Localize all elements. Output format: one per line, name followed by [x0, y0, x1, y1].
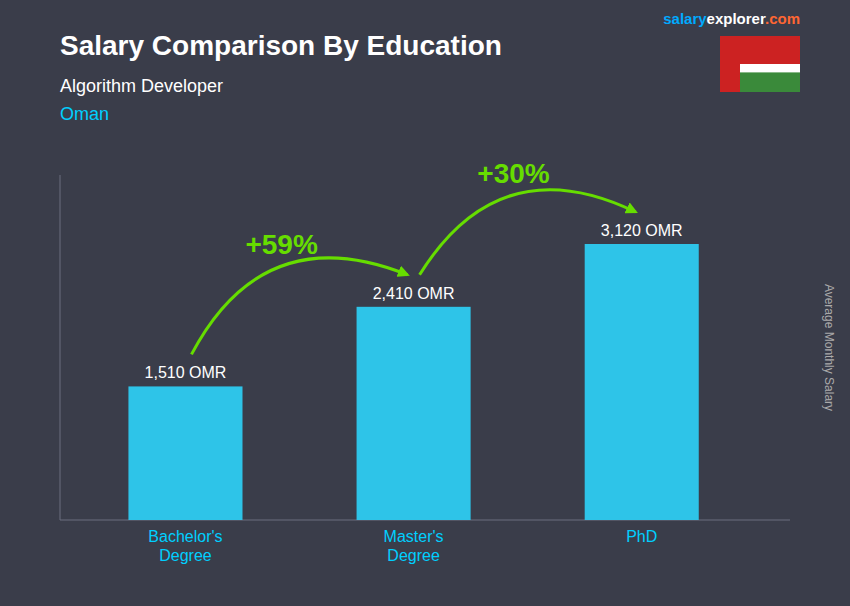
x-tick-label-line: Degree [387, 547, 440, 564]
subtitle: Algorithm Developer [60, 76, 223, 96]
chart: Salary Comparison By Education Algorithm … [0, 0, 850, 606]
flag-field [720, 36, 800, 92]
brand-part: explorer [707, 10, 766, 27]
y-axis-line [60, 175, 61, 520]
data-label: 1,510 OMR [145, 364, 227, 381]
title: Salary Comparison By Education [60, 30, 502, 61]
country: Oman [60, 104, 109, 124]
flag [720, 36, 800, 92]
x-tick-label: PhD [626, 528, 657, 545]
data-label: 3,120 OMR [601, 222, 683, 239]
brand-part: .com [765, 10, 800, 27]
y-axis-label: Average Monthly Salary [822, 284, 836, 411]
x-tick-label-line: Bachelor's [148, 528, 222, 545]
growth-arrow [191, 258, 407, 355]
growth-label: +59% [245, 229, 317, 260]
background [0, 0, 850, 606]
brand: salaryexplorer.com [663, 10, 800, 27]
brand-part: salary [663, 10, 707, 27]
x-tick-label-line: Degree [159, 547, 212, 564]
flag-stripe [720, 36, 740, 92]
x-tick-label: Bachelor's Degree [148, 528, 222, 564]
data-label: 2,410 OMR [373, 285, 455, 302]
bars [128, 244, 698, 520]
x-tick-label-line: Master's [384, 528, 444, 545]
flag-stripe [740, 36, 800, 64]
x-tick-label: Master's Degree [384, 528, 444, 564]
bar [585, 244, 699, 520]
flag-stripe [740, 72, 800, 92]
growth-arrow [420, 190, 636, 275]
x-tick-label-line: PhD [626, 528, 657, 545]
bar [128, 386, 242, 520]
bar [357, 307, 471, 520]
growth-label: +30% [477, 158, 549, 189]
